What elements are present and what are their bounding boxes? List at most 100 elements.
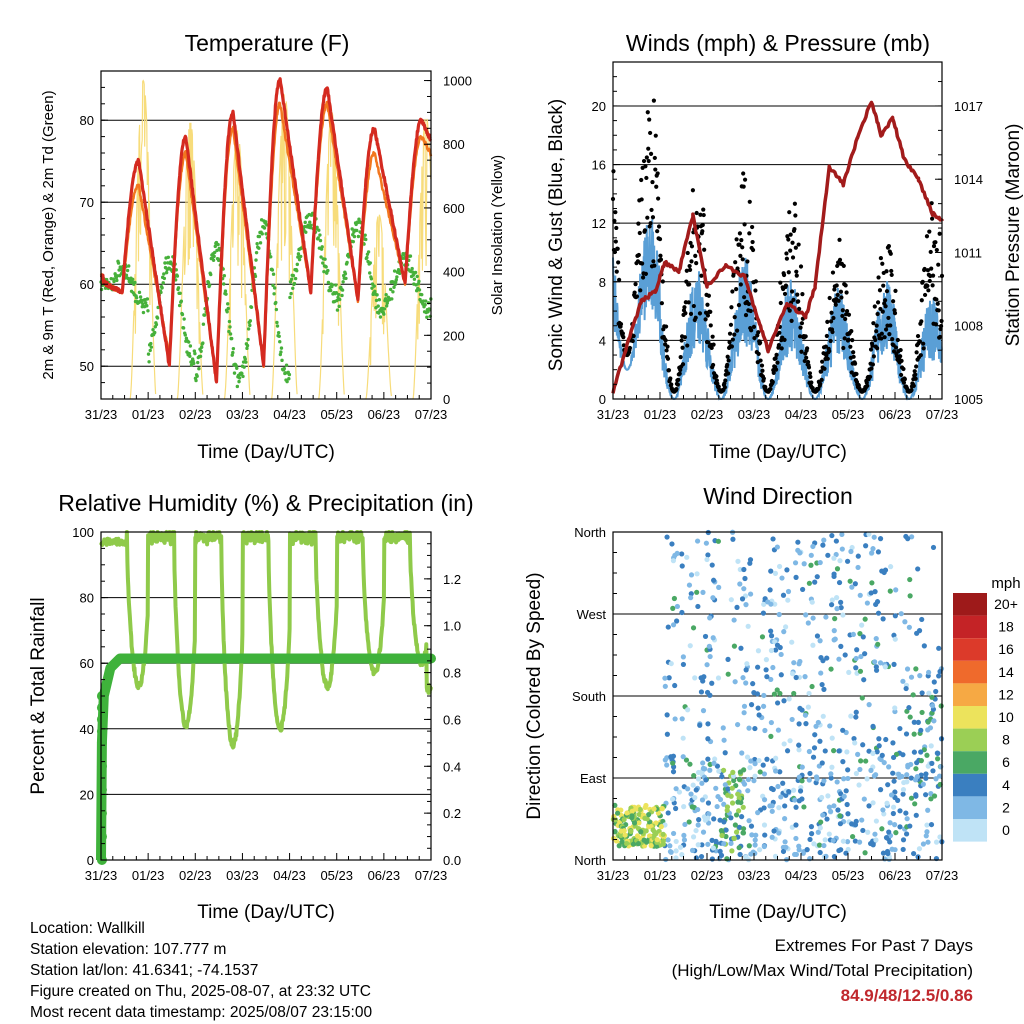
wind-direction-point [873,667,880,673]
wind-direction-point [828,771,834,777]
gust-point [800,292,805,297]
gust-point [637,230,642,236]
wind-direction-point [825,552,831,558]
gust-point [894,353,899,359]
wind-direction-point [891,661,897,667]
dewpoint-point [317,228,321,232]
wind-direction-point [893,587,899,593]
wind-direction-point [873,772,879,778]
wind-direction-point [629,813,635,819]
wind-direction-point [873,837,879,843]
wind-direction-point [911,749,917,755]
gust-point [797,306,802,311]
wind-direction-point [931,793,938,799]
gust-point [929,266,934,271]
gust-point [917,339,923,344]
x-tick-label: 02/23 [691,407,724,422]
wind-direction-point [876,743,882,749]
gust-point [668,376,673,381]
dewpoint-point [246,327,251,331]
wind-direction-point [897,824,903,830]
wind-direction-point [728,815,734,821]
wind-direction-point [791,787,797,793]
wind-direction-point [792,797,798,803]
dewpoint-point [231,350,235,355]
wind-direction-point [792,560,799,566]
gust-point [742,295,747,300]
dewpoint-point [187,351,191,356]
legend-label: 0 [1002,822,1010,838]
dewpoint-point [146,309,150,313]
wind-direction-point [636,820,642,826]
wind-direction-point [782,803,788,809]
dewpoint-point [282,366,286,371]
wind-direction-point [723,833,729,840]
wind-direction-point [929,703,936,709]
wind-direction-point [926,669,932,676]
wind-direction-point [839,531,845,538]
x-tick-label: 01/23 [644,868,677,883]
wind-direction-point [697,722,703,728]
gust-point [883,327,889,332]
wind-direction-point [900,787,907,793]
wind-direction-point [705,721,711,727]
wind-direction-point [887,820,893,826]
gust-point [657,236,663,242]
dewpoint-point [241,374,245,379]
gust-point [840,313,845,319]
wind-direction-point [740,675,746,681]
y-tick-label: 1000 [443,74,472,89]
wind-direction-point [833,551,839,558]
gust-point [779,346,784,351]
wind-direction-point [700,589,706,595]
gust-point [789,289,795,294]
solar-insolation-curve [129,79,157,400]
dewpoint-point [199,345,204,349]
wind-direction-point [881,759,887,766]
wind-direction-point [693,827,699,834]
wind-direction-point [870,723,876,729]
gust-point [690,188,696,193]
y-tick-label: 0.6 [443,712,461,727]
gust-point [888,323,893,328]
dewpoint-point [350,227,354,231]
wind-direction-point [796,742,802,748]
gust-point [710,334,715,339]
wind-direction-point [700,760,706,766]
wind-direction-point [778,651,784,658]
gust-point [644,175,649,181]
gust-point [799,349,804,354]
wind-direction-point [924,822,930,828]
gust-point [638,288,643,293]
gust-point [680,362,686,367]
legend-label: 2 [1002,799,1010,815]
solar-insolation-curve [365,214,392,400]
x-tick-label: 07/23 [415,868,448,883]
wind-direction-point [782,839,788,845]
wind-direction-point [768,568,774,574]
wind-direction-point [856,782,862,788]
x-tick-label: 02/23 [179,868,212,883]
dewpoint-point [133,280,137,285]
wind-direction-point [857,766,863,773]
wind-direction-point [935,756,941,762]
dewpoint-point [394,278,399,282]
wind-direction-point [721,841,727,847]
wind-direction-point [903,685,909,692]
y-tick-label: 0.0 [443,853,461,868]
gust-point [636,252,641,258]
wind-direction-point [714,763,721,769]
y-tick-label: 20 [592,99,606,114]
dewpoint-point [408,254,413,258]
wind-direction-point [938,703,944,709]
wind-direction-point [793,822,799,828]
x-tick-label: 31/23 [85,407,118,422]
gust-point [730,289,735,294]
direction-series [610,529,945,863]
wind-direction-point [925,839,931,845]
wind-direction-point [680,661,687,668]
wind-direction-point [809,831,815,837]
dewpoint-point [412,277,417,281]
gust-point [687,267,693,272]
